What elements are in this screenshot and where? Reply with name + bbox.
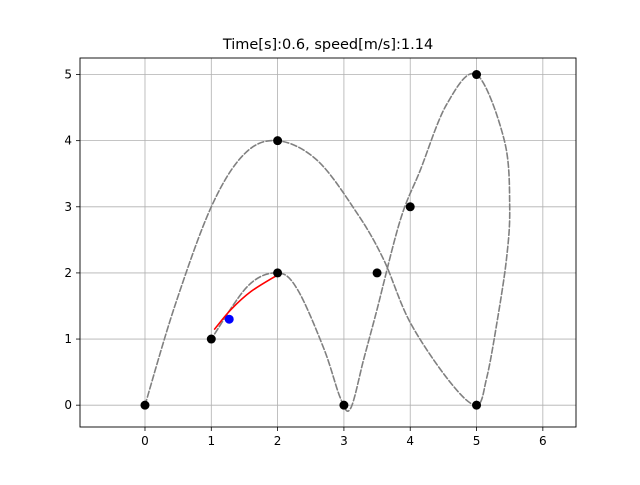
x-tick-label: 1 <box>207 434 215 448</box>
y-tick-label: 1 <box>64 332 72 346</box>
x-tick-label: 2 <box>274 434 282 448</box>
x-axis: 0 1 2 3 4 5 6 <box>141 427 547 448</box>
x-tick-label: 0 <box>141 434 149 448</box>
series-layer <box>144 72 511 412</box>
waypoint-marker <box>339 400 349 410</box>
planned-path-line <box>144 72 511 412</box>
x-tick-label: 4 <box>406 434 414 448</box>
axes-frame <box>79 57 577 428</box>
waypoint-marker <box>405 202 415 212</box>
waypoint-marker <box>372 268 382 278</box>
current-position-marker <box>224 314 234 324</box>
waypoint-marker <box>472 70 482 80</box>
waypoint-marker <box>472 400 482 410</box>
waypoint-marker <box>273 136 283 146</box>
x-tick-label: 3 <box>340 434 348 448</box>
x-tick-label: 6 <box>539 434 547 448</box>
y-tick-label: 3 <box>64 200 72 214</box>
grid <box>80 58 576 427</box>
waypoint-marker <box>206 334 216 344</box>
traveled-path-line <box>213 274 279 330</box>
y-tick-label: 4 <box>64 134 72 148</box>
y-tick-label: 5 <box>64 68 72 82</box>
waypoint-marker <box>273 268 283 278</box>
y-tick-label: 2 <box>64 266 72 280</box>
chart-title: Time[s]:0.6, speed[m/s]:1.14 <box>222 37 433 53</box>
y-tick-label: 0 <box>64 398 72 412</box>
waypoint-marker <box>140 400 150 410</box>
y-axis: 0 1 2 3 4 5 <box>64 68 80 412</box>
marker-layer <box>140 70 482 410</box>
x-tick-label: 5 <box>473 434 481 448</box>
